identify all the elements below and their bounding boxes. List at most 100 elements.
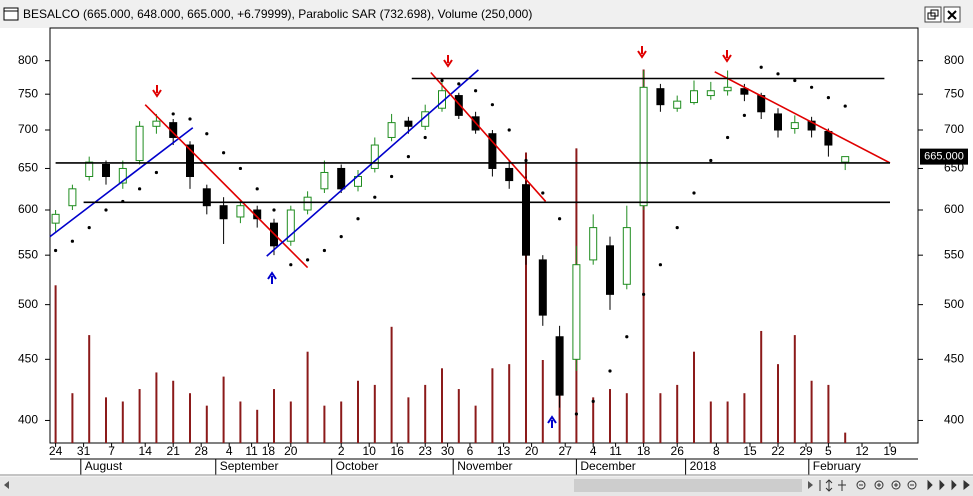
- close-button[interactable]: [943, 6, 961, 23]
- volume-bar: [827, 384, 830, 443]
- volume-bar: [541, 360, 544, 443]
- candle-body: [622, 227, 631, 285]
- sar-dot: [322, 248, 326, 253]
- volume-bar: [743, 393, 746, 443]
- toolbar-icons[interactable]: [819, 479, 970, 492]
- sar-dot: [574, 412, 579, 416]
- trend-line-layer: [49, 69, 891, 269]
- sar-dot: [642, 292, 646, 296]
- x-tick-label: 19: [883, 444, 897, 458]
- x-tick-label: 29: [799, 444, 813, 458]
- candle-body: [505, 167, 514, 182]
- volume-bar: [340, 401, 343, 443]
- volume-bar: [71, 393, 74, 443]
- signal-arrows: [152, 46, 732, 428]
- sar-dot: [255, 187, 259, 191]
- month-label: October: [336, 459, 379, 473]
- scrollbar[interactable]: [0, 477, 973, 496]
- volume-bar: [105, 397, 107, 443]
- sar-dot: [138, 187, 142, 191]
- x-tick-label: 31: [77, 444, 91, 458]
- trend-line: [144, 104, 309, 269]
- sar-dot: [507, 128, 511, 132]
- candle-body: [370, 144, 379, 169]
- candle-body: [337, 167, 346, 190]
- sar-dot: [742, 113, 747, 117]
- sar-dot: [709, 158, 713, 163]
- candle-body: [488, 133, 497, 169]
- volume-bar: [457, 389, 460, 443]
- x-tick-label: 11: [245, 444, 258, 458]
- candle-body: [522, 184, 530, 256]
- candle-body: [706, 90, 715, 97]
- candle-layer: [51, 70, 850, 408]
- candle-body: [152, 120, 161, 127]
- x-tick-label: 4: [590, 444, 597, 458]
- volume-bar: [525, 152, 527, 443]
- volume-bar: [659, 393, 662, 443]
- candle-body: [320, 171, 329, 190]
- x-tick-label: 6: [467, 444, 474, 458]
- candle-body: [186, 144, 194, 178]
- sar-dot: [759, 65, 763, 69]
- volume-bar: [693, 351, 695, 443]
- sar-dot: [238, 166, 242, 171]
- candle-body: [303, 196, 312, 211]
- sar-dot: [474, 89, 478, 93]
- sar-dot: [339, 235, 343, 239]
- volume-bar: [424, 384, 427, 443]
- sar-dot: [675, 226, 679, 230]
- x-tick-label: 12: [855, 444, 869, 458]
- volume-bar: [474, 405, 477, 443]
- candle-body: [102, 163, 110, 178]
- y-tick-label-right: 450: [944, 351, 964, 365]
- sar-dot: [104, 208, 108, 212]
- title-bar: [0, 0, 973, 28]
- volume-bar: [609, 389, 611, 443]
- sar-dot: [390, 174, 394, 179]
- x-tick-label: 21: [167, 444, 181, 458]
- y-tick-label: 550: [18, 247, 38, 261]
- y-tick-label-right: 400: [944, 413, 964, 427]
- y-tick-label: 700: [18, 122, 38, 136]
- sar-dot: [373, 195, 377, 199]
- y-tick-label-right: 750: [944, 86, 964, 100]
- sar-dot: [171, 112, 175, 116]
- y-tick-label-right: 550: [944, 247, 964, 261]
- volume-bar: [256, 409, 259, 443]
- volume-bar: [357, 380, 359, 443]
- sar-dot: [726, 135, 730, 140]
- volume-bar: [239, 401, 242, 443]
- x-tick-label: 23: [419, 444, 433, 458]
- candle-body: [673, 100, 682, 109]
- volume-bar: [373, 384, 376, 443]
- sar-dot: [524, 158, 528, 163]
- candle-body: [740, 88, 749, 95]
- sar-dot: [423, 135, 427, 140]
- x-tick-label: 28: [195, 444, 209, 458]
- x-tick-label: 20: [284, 444, 298, 458]
- restore-button[interactable]: [924, 6, 942, 23]
- volume-bar: [760, 330, 763, 443]
- month-label: August: [85, 459, 123, 473]
- trend-line: [49, 127, 194, 238]
- volume-bar: [289, 401, 292, 443]
- sar-dot: [205, 132, 209, 136]
- x-tick-label: 27: [559, 444, 573, 458]
- candle-body: [219, 205, 228, 220]
- volume-bar: [793, 335, 796, 443]
- sar-dot: [306, 258, 310, 262]
- x-tick-label: 5: [825, 444, 832, 458]
- candle-body: [538, 259, 547, 316]
- candle-body: [404, 120, 413, 127]
- sar-dot: [188, 117, 192, 121]
- sar-dot: [70, 239, 74, 243]
- chart-title: BESALCO (665.000, 648.000, 665.000, +6.7…: [23, 7, 532, 21]
- volume-bar: [676, 384, 679, 443]
- candle-body: [774, 113, 782, 131]
- volume-bar: [508, 364, 511, 443]
- candle-body: [51, 213, 60, 224]
- sar-dot: [406, 155, 410, 159]
